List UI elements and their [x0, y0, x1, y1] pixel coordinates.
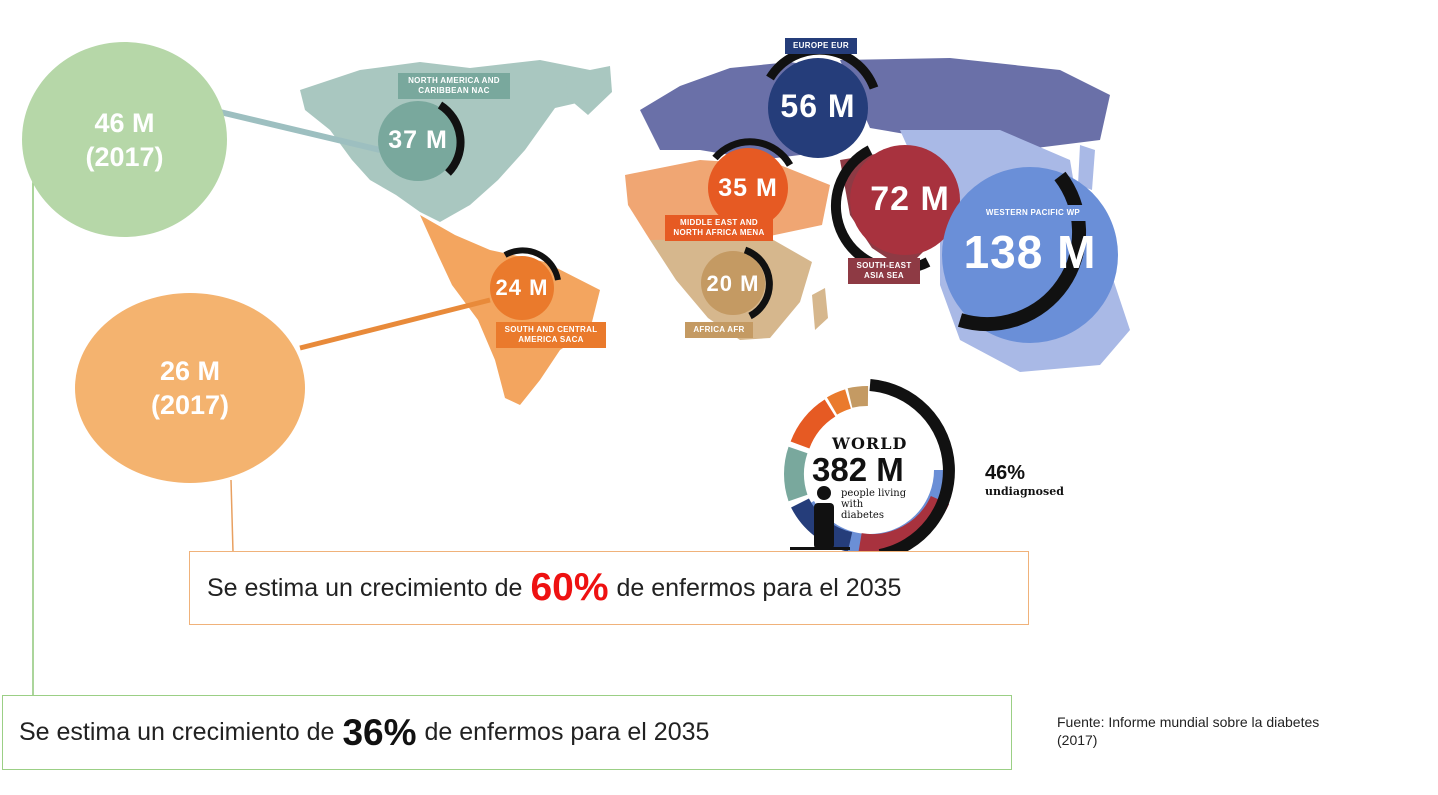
north-asia-shape	[840, 58, 1110, 150]
undiagnosed-pct: 46%	[985, 462, 1026, 484]
na-callout-value: 46 M	[94, 107, 155, 138]
sa-callout-year: (2017)	[150, 390, 230, 420]
person-icon-head	[817, 486, 831, 500]
eur-value: 56 M	[780, 88, 856, 124]
world-value: 382 M	[812, 451, 904, 488]
sa-vertical-line	[230, 479, 234, 553]
world-segment-mena	[790, 399, 836, 449]
sa-callout-bubble: 26 M (2017)	[75, 293, 305, 483]
world-caption-3: diabetes	[841, 510, 884, 521]
world-segment-afr	[847, 386, 869, 408]
na-callout-bubble: 46 M (2017)	[22, 42, 227, 237]
nac-circle	[378, 101, 458, 181]
world-base	[790, 547, 850, 550]
sa-callout-value: 26 M	[159, 356, 221, 386]
japan-shape	[1078, 145, 1095, 190]
nac-ring	[437, 101, 465, 176]
afr-circle	[701, 251, 765, 315]
sea-circle	[850, 145, 960, 255]
world-caption-2: with	[841, 499, 864, 510]
undiagnosed-label: undiagnosed	[985, 485, 1064, 498]
source-line-2: (2017)	[1057, 732, 1098, 748]
mena-circle	[708, 148, 788, 228]
na-growth-note: Se estima un crecimiento de 36% de enfer…	[2, 695, 1012, 770]
na-growth-pct: 36%	[342, 711, 417, 753]
mena-value: 35 M	[718, 174, 778, 202]
saca-tag: SOUTH AND CENTRAL AMERICA SACA	[496, 322, 606, 348]
sea-tag: SOUTH-EAST ASIA SEA	[848, 258, 920, 284]
eur-circle	[768, 58, 868, 158]
sa-growth-note: Se estima un crecimiento de 60% de enfer…	[189, 551, 1029, 625]
nac-value: 37 M	[388, 126, 448, 154]
afr-tag: AFRICA AFR	[685, 322, 753, 338]
nac-tag: NORTH AMERICA AND CARIBBEAN NAC	[398, 73, 510, 99]
afr-value: 20 M	[706, 271, 760, 296]
world-segment-nac	[784, 446, 808, 502]
afr-ring	[743, 246, 773, 320]
world-segment-saca	[826, 389, 852, 415]
na-growth-suffix: de enfermos para el 2035	[424, 718, 710, 746]
world-caption-1: people living	[841, 488, 907, 499]
saca-circle	[490, 256, 554, 320]
world-undiagnosed-ring	[869, 379, 955, 561]
na-callout-year: (2017)	[85, 141, 164, 172]
eur-tag: EUROPE EUR	[785, 38, 857, 54]
saca-ring	[503, 247, 561, 281]
na-growth-prefix: Se estima un crecimiento de	[19, 718, 335, 746]
sa-connector	[299, 297, 491, 351]
mena-tag: MIDDLE EAST AND NORTH AFRICA MENA	[665, 215, 773, 241]
source-line-1: Fuente: Informe mundial sobre la diabete…	[1057, 714, 1320, 730]
sa-growth-prefix: Se estima un crecimiento de	[207, 573, 523, 602]
mena-ring	[712, 138, 794, 167]
sea-value: 72 M	[870, 180, 950, 218]
source-citation: Fuente: Informe mundial sobre la diabete…	[1057, 713, 1319, 749]
wp-value: 138 M	[963, 226, 1097, 278]
greenland-shape	[565, 66, 612, 115]
sa-growth-pct: 60%	[530, 566, 609, 609]
person-icon-body	[814, 503, 834, 549]
madagascar-shape	[812, 288, 828, 330]
wp-tag: WESTERN PACIFIC WP	[974, 205, 1092, 221]
sa-growth-suffix: de enfermos para el 2035	[616, 573, 902, 602]
saca-value: 24 M	[495, 275, 549, 300]
na-connector	[219, 109, 381, 153]
world-title: WORLD	[832, 434, 908, 453]
